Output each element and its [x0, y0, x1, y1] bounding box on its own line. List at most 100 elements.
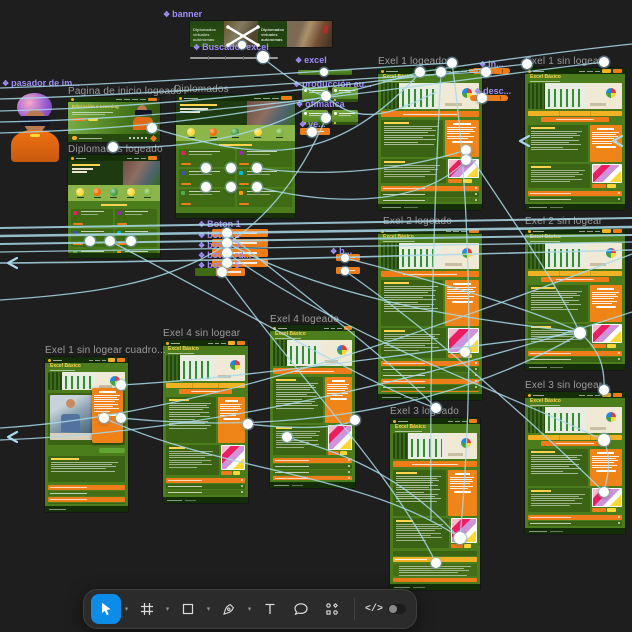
- move-tool[interactable]: [90, 594, 121, 624]
- artboard-exel-1-sin-logear[interactable]: Excel Básico: [525, 68, 625, 210]
- connection-node[interactable]: [574, 327, 586, 339]
- connection-node[interactable]: [320, 68, 328, 76]
- text-tool[interactable]: [255, 594, 285, 624]
- connection-node[interactable]: [243, 419, 253, 429]
- connection-node[interactable]: [599, 57, 609, 67]
- text-line: [246, 193, 270, 195]
- text-line: [384, 175, 426, 177]
- mini-course-card[interactable]: [332, 110, 358, 125]
- connection-node[interactable]: [226, 182, 236, 192]
- artboard-exel-2-logeado[interactable]: Excel Básico: [378, 228, 482, 400]
- comment-tool[interactable]: [286, 594, 316, 624]
- card-button: [453, 490, 472, 494]
- component-label[interactable]: ❖ boton 3: [198, 240, 240, 250]
- dev-mode-toggle[interactable]: [388, 604, 407, 614]
- frame-tool-caret[interactable]: ▾: [165, 606, 170, 613]
- connection-node[interactable]: [415, 67, 425, 77]
- shape-tool[interactable]: [173, 594, 203, 624]
- component-label[interactable]: ❖ Boton 1: [198, 219, 241, 229]
- text-line: [189, 153, 213, 155]
- frame-label[interactable]: Exel 3 logeado: [390, 406, 459, 417]
- connection-node[interactable]: [252, 163, 262, 173]
- connection-node[interactable]: [222, 238, 232, 248]
- move-tool-caret[interactable]: ▾: [124, 606, 129, 613]
- frame-tool[interactable]: [132, 594, 162, 624]
- frame-label[interactable]: Exel 1 sin logear cuadro...: [45, 345, 167, 356]
- artboard-exel-1-logeado[interactable]: Excel Básico: [378, 68, 482, 210]
- frame-label[interactable]: Exel 3 sin logear: [525, 380, 603, 391]
- artboard-exel-1-sin-logear-cuadro-[interactable]: Excel Básico: [45, 357, 128, 512]
- frame-label[interactable]: Diplomados: [174, 84, 229, 95]
- connection-node[interactable]: [116, 413, 126, 423]
- connection-node[interactable]: [477, 93, 487, 103]
- pen-tool[interactable]: [214, 594, 244, 624]
- dev-mode-control[interactable]: </>: [362, 604, 409, 615]
- connection-node[interactable]: [201, 182, 211, 192]
- artboard-diplomados[interactable]: [176, 95, 295, 218]
- artboard-pagina-de-inicio-logeado[interactable]: Educación e Learning: [68, 97, 160, 142]
- frame-label[interactable]: Exel 4 logeado: [270, 314, 339, 325]
- frame-label[interactable]: Exel 1 sin logear: [525, 56, 603, 67]
- component-label[interactable]: ❖ banner: [163, 9, 202, 19]
- connection-node[interactable]: [436, 67, 446, 77]
- frame-label[interactable]: Exel 2 sin logear: [525, 216, 603, 227]
- connection-node[interactable]: [99, 413, 109, 423]
- connection-node[interactable]: [252, 182, 262, 192]
- connection-node[interactable]: [222, 228, 232, 238]
- actions-tool[interactable]: [317, 594, 347, 624]
- artboard-vr[interactable]: [8, 92, 62, 162]
- badge-row: [592, 184, 622, 188]
- pen-tool-caret[interactable]: ▾: [247, 606, 252, 613]
- connection-node[interactable]: [126, 236, 136, 246]
- connection-node[interactable]: [85, 236, 95, 246]
- component-label[interactable]: ❖ producción au...: [293, 79, 372, 89]
- connection-node[interactable]: [307, 127, 317, 137]
- connection-node[interactable]: [238, 41, 246, 49]
- connection-node[interactable]: [598, 434, 610, 446]
- artboard-exel-4-logeado[interactable]: Excel Básico: [270, 325, 355, 488]
- frame-label[interactable]: Exel 2 logeado: [383, 216, 452, 227]
- connection-node[interactable]: [481, 67, 491, 77]
- nav-item: [140, 99, 147, 100]
- frame-label[interactable]: Exel 1 logeado: [378, 56, 447, 67]
- connection-node[interactable]: [108, 142, 118, 152]
- connection-node[interactable]: [217, 267, 227, 277]
- connection-node[interactable]: [431, 558, 441, 568]
- chevron-icon: [618, 358, 620, 361]
- connection-node[interactable]: [282, 432, 292, 442]
- frame-label[interactable]: Exel 4 sin logear: [163, 328, 241, 339]
- connection-node[interactable]: [321, 91, 331, 101]
- connection-node[interactable]: [341, 254, 349, 262]
- shape-tool-caret[interactable]: ▾: [206, 606, 211, 613]
- component-label[interactable]: ❖ boton 2: [198, 230, 240, 240]
- connection-node[interactable]: [461, 155, 471, 165]
- frame-label[interactable]: Pagina de inicio logeado: [68, 86, 182, 97]
- connection-node[interactable]: [460, 347, 470, 357]
- connection-node[interactable]: [341, 267, 349, 275]
- connection-node[interactable]: [599, 487, 609, 497]
- connection-node[interactable]: [226, 163, 236, 173]
- connection-node[interactable]: [431, 403, 441, 413]
- connection-node[interactable]: [105, 236, 115, 246]
- connection-node[interactable]: [257, 51, 269, 63]
- connection-node[interactable]: [599, 385, 609, 395]
- component-label[interactable]: ❖ excel: [295, 55, 327, 65]
- component-label[interactable]: ❖ Buscador excel: [193, 42, 269, 52]
- connection-node[interactable]: [522, 59, 532, 69]
- component-label[interactable]: ❖ ofimatica: [296, 99, 345, 109]
- artboard-exel-2-sin-logear[interactable]: Excel Básico: [525, 228, 625, 370]
- connection-node[interactable]: [454, 532, 466, 544]
- connection-node[interactable]: [447, 58, 457, 68]
- connection-node[interactable]: [321, 113, 331, 123]
- artboard-banner[interactable]: DiplomadosvirtualesautónomasDiplomadosvi…: [190, 21, 332, 47]
- text-line: [94, 403, 119, 405]
- artboard-exel-4-sin-logear[interactable]: Excel Básico: [163, 340, 248, 503]
- connection-node[interactable]: [461, 145, 471, 155]
- connection-node[interactable]: [350, 415, 360, 425]
- connection-node[interactable]: [222, 248, 232, 258]
- connection-node[interactable]: [116, 380, 126, 390]
- connection-node[interactable]: [201, 163, 211, 173]
- connection-node[interactable]: [147, 123, 157, 133]
- artboard-exel-3-sin-logear[interactable]: Excel Básico: [525, 392, 625, 534]
- component-label[interactable]: ❖ pasador de im...: [2, 78, 80, 88]
